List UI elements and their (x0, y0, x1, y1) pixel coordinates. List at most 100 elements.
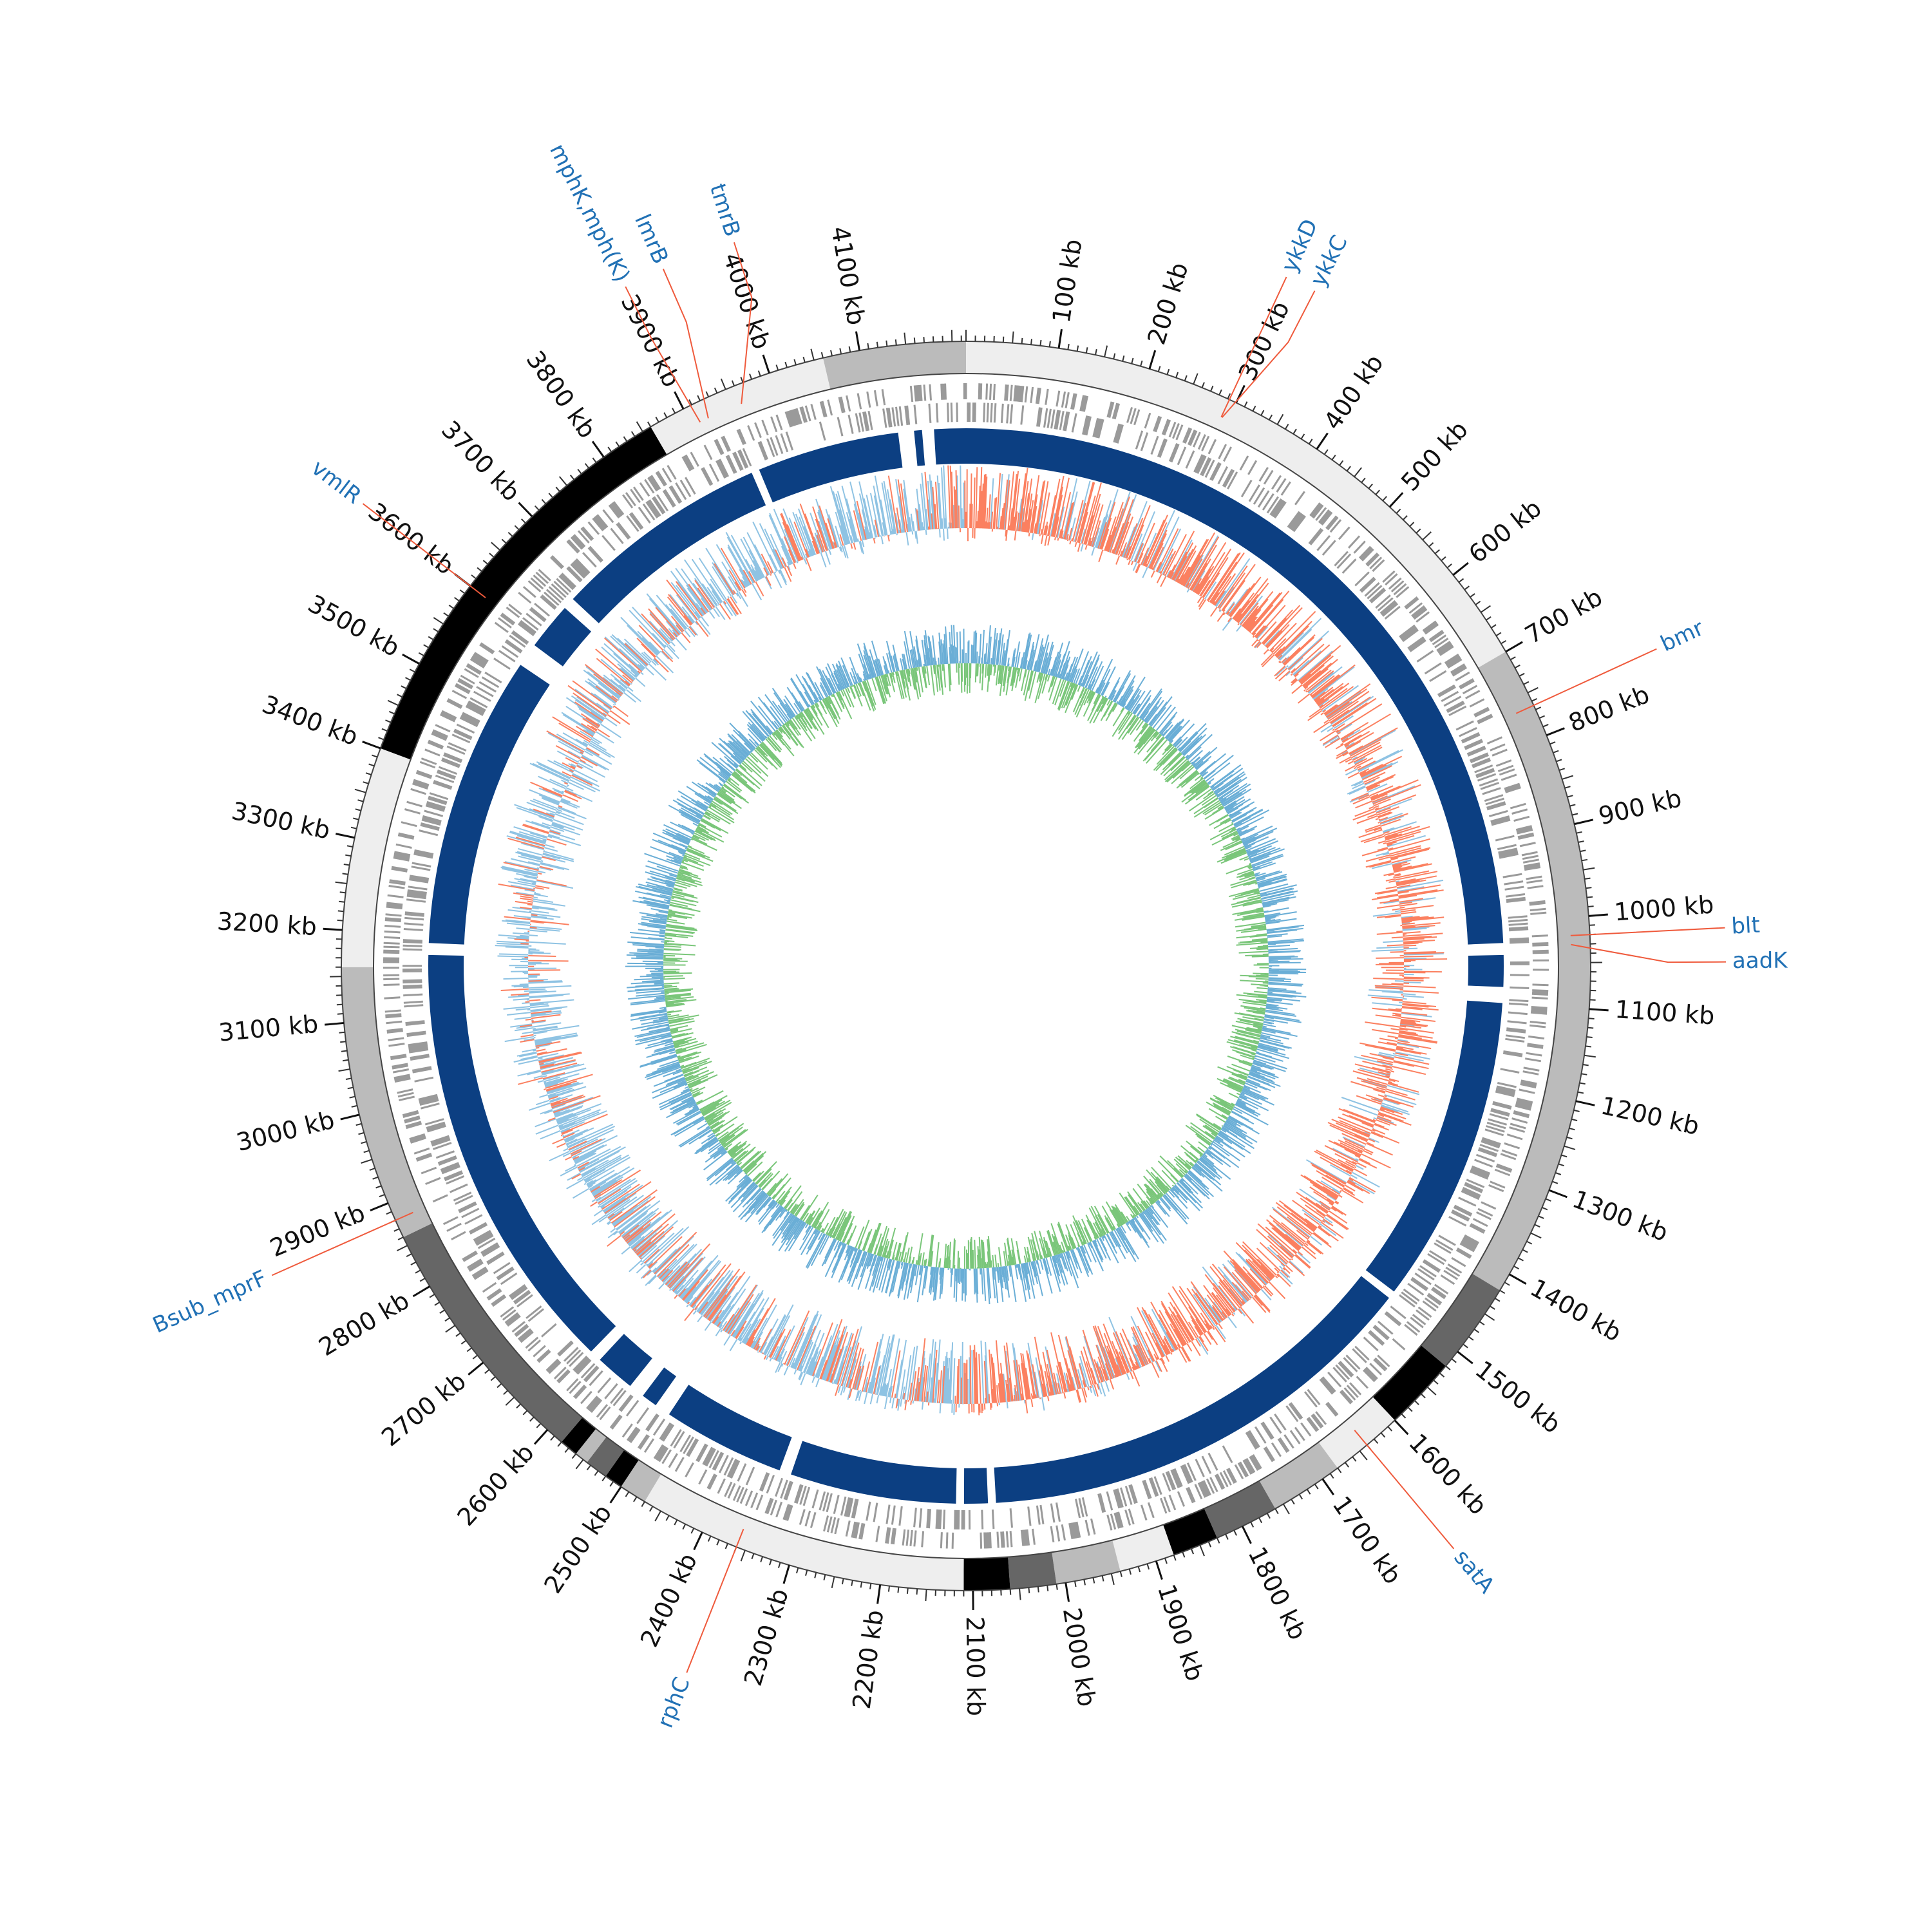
cds-block (534, 608, 592, 667)
tick-label: 2800 kb (314, 1286, 414, 1361)
major-tick (402, 653, 420, 665)
major-tick (1321, 1478, 1335, 1495)
tick-label: 3300 kb (229, 797, 333, 845)
major-tick (1388, 492, 1404, 508)
major-tick (762, 354, 770, 374)
contig-segment (650, 357, 831, 455)
gene-leader-line (1515, 648, 1657, 714)
tick-label: 1600 kb (1403, 1428, 1492, 1520)
contig-segment (1008, 1552, 1057, 1589)
tick-label: 2000 kb (1057, 1605, 1101, 1709)
contig-segment (576, 1428, 607, 1463)
cds-block (914, 430, 925, 466)
contig-segment (822, 341, 966, 390)
cds-block (428, 954, 616, 1352)
gene-label: blt (1730, 912, 1760, 939)
gc-content-track (495, 465, 1448, 1416)
cds-block (600, 1334, 652, 1387)
gene-leader-line (1220, 276, 1287, 418)
contig-segment (1259, 1442, 1338, 1509)
major-tick (674, 391, 685, 410)
tick-label: 700 kb (1520, 583, 1607, 650)
tick-label: 3500 kb (303, 589, 404, 662)
cds-block (1468, 954, 1504, 987)
major-tick (468, 1361, 484, 1376)
gene-label: vmlR (307, 455, 366, 509)
major-tick (1155, 1560, 1163, 1580)
tick-label: 3100 kb (218, 1010, 319, 1047)
major-tick (518, 502, 533, 518)
contig-segment (341, 967, 433, 1238)
cds-block (573, 473, 766, 623)
major-tick (1457, 1350, 1473, 1365)
tick-label: 3200 kb (216, 907, 317, 941)
contig-segment (621, 1459, 661, 1502)
major-tick (1548, 1189, 1567, 1198)
tick-label: 400 kb (1318, 349, 1389, 435)
feature-marks (383, 383, 1549, 1549)
major-tick (855, 331, 861, 351)
tick-label: 1900 kb (1152, 1581, 1209, 1685)
gene-leader-line (271, 1211, 413, 1276)
contig-segment (963, 1557, 1010, 1591)
tick-label: 2100 kb (961, 1616, 990, 1716)
contig-segment (561, 1417, 596, 1454)
major-tick (1316, 432, 1329, 450)
cds-block (994, 1276, 1389, 1503)
gc-content-negative (495, 465, 1444, 1415)
tick-label: 1000 kb (1613, 890, 1715, 926)
ring-outline-inner (373, 373, 1559, 1559)
major-tick (533, 1429, 549, 1445)
tick-label: 900 kb (1596, 784, 1684, 831)
contig-segment (1421, 1273, 1500, 1367)
tick-label: 2900 kb (266, 1198, 369, 1263)
tick-label: 600 kb (1463, 494, 1547, 569)
cds-block (759, 432, 903, 503)
contig-ring (341, 341, 1591, 1591)
tick-label: 4000 kb (718, 249, 777, 353)
contig-segment (380, 426, 667, 760)
gene-label: mphK,mph(K) (544, 140, 635, 287)
gene-leader-line (686, 1528, 744, 1673)
major-tick (336, 833, 355, 839)
major-tick (1574, 819, 1594, 826)
major-tick (1148, 350, 1157, 370)
tick-label: 800 kb (1565, 680, 1654, 737)
tick-label: 200 kb (1142, 259, 1193, 348)
major-tick (1575, 1100, 1595, 1106)
major-tick (693, 1531, 703, 1551)
contig-segment (966, 341, 1506, 668)
contig-segment (403, 1223, 583, 1443)
major-tick (782, 1564, 790, 1584)
gene-label: rphC (652, 1674, 696, 1732)
feature-track (383, 383, 1549, 1549)
cds-block (791, 1441, 957, 1504)
gene-label: satA (1449, 1545, 1500, 1598)
contig-segment (605, 1450, 639, 1487)
tick-label: 1300 kb (1569, 1185, 1672, 1247)
tick-label: 3900 kb (615, 290, 685, 392)
major-tick (1241, 1526, 1252, 1544)
tick-label: 1700 kb (1327, 1491, 1407, 1589)
contig-segment (1204, 1481, 1276, 1539)
tick-label: 3700 kb (436, 415, 526, 507)
major-tick (1394, 1419, 1409, 1435)
major-tick (1452, 562, 1469, 576)
tick-label: 2200 kb (848, 1608, 889, 1710)
gc-skew-inner (663, 663, 1269, 1269)
gene-label: Bsub_mprF (149, 1265, 270, 1339)
tick-label: 3800 kb (521, 346, 602, 444)
contig-segment (587, 1437, 625, 1477)
cds-block (966, 428, 1504, 945)
major-tick (1508, 1273, 1527, 1285)
major-tick (362, 741, 381, 750)
cds-block (1365, 1000, 1503, 1292)
tick-label: 3000 kb (234, 1106, 337, 1157)
gene-leader-line (733, 242, 753, 404)
contig-segment (644, 1473, 964, 1591)
gene-leader-line (1570, 927, 1725, 936)
tick-label: 2500 kb (538, 1499, 617, 1598)
tick-label: 4100 kb (826, 224, 871, 327)
cds-track (428, 428, 1504, 1504)
